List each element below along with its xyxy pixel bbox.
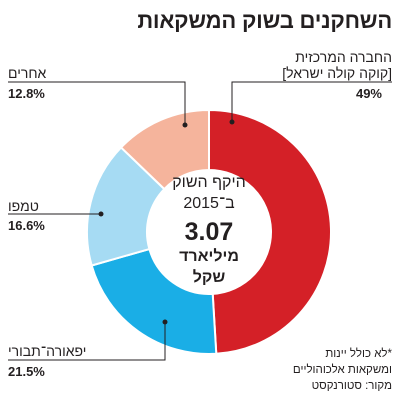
leader-line-yafora-tavori [8,322,166,361]
donut-slice-1 [90,247,218,355]
slice-value-yafora-tavori: 21.5% [8,364,45,379]
leader-dot-yafora-tavori [162,319,168,325]
leader-lines [8,81,392,361]
center-value: 3.07 [184,218,234,246]
slice-label-yafora-tavori: יפאורה־תבורי [8,343,87,359]
leader-dot-others [182,122,188,128]
donut-slices [86,108,332,355]
leader-dot-central-company [229,119,235,125]
footnote-line2: ומשקאות אלכוהוליים [292,364,392,376]
center-unit-line2: שקל [192,269,226,286]
slice-label-others: אחרים [8,65,47,81]
donut-slice-3 [119,108,210,191]
slice-value-central-company: 49% [355,86,382,101]
chart-title: השחקנים בשוק המשקאות [137,8,392,33]
slice-label-tempo: טמפו [8,198,39,214]
center-label-line2: ב־2015 [183,195,235,212]
slice-value-tempo: 16.6% [8,218,45,233]
leader-line-central-company [231,81,392,122]
footnote-line1: *לא כולל יינות [325,348,392,360]
center-unit-line1: מיליארד [179,248,239,265]
slice-sublabel-central-company: [קוקה קולה ישראל] [282,65,392,81]
slice-label-central-company: החברה המרכזית [295,49,392,65]
donut-slice-0 [208,108,332,355]
leader-dot-tempo [98,211,104,217]
slice-value-others: 12.8% [8,86,45,101]
source-note: מקור: סטורנקסט [311,380,392,392]
leader-line-others [8,81,186,125]
center-label-line1: היקף השוק [172,174,246,191]
